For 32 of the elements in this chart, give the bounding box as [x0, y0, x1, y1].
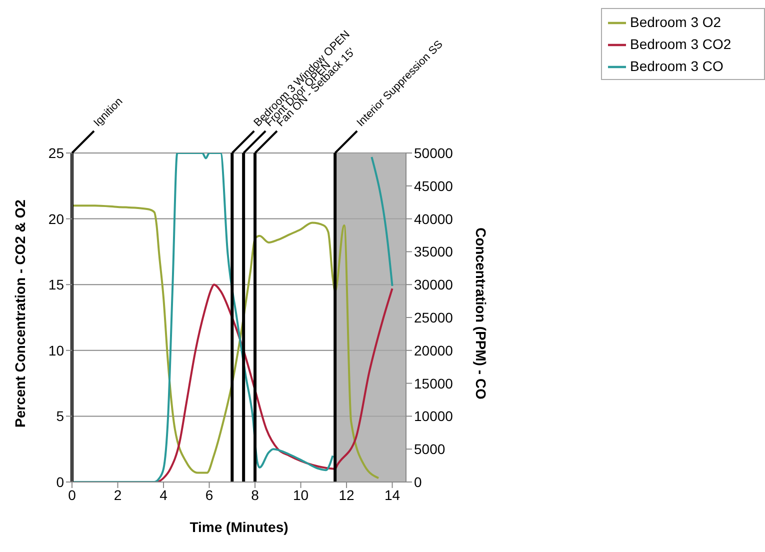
- legend-label: Bedroom 3 CO: [630, 58, 724, 74]
- y-tick-label: 5: [56, 408, 64, 424]
- y2-tick-label: 15000: [414, 375, 454, 392]
- x-tick-label: 0: [68, 486, 76, 503]
- x-tick-label: 10: [292, 486, 309, 503]
- x-tick-label: 12: [338, 486, 355, 503]
- y2-tick-label: 5000: [414, 441, 446, 458]
- y-tick-label: 15: [48, 276, 64, 293]
- x-tick-label: 4: [160, 486, 168, 503]
- y-tick-label: 20: [48, 210, 64, 227]
- x-tick-label: 8: [251, 486, 260, 503]
- y-tick-label: 25: [48, 144, 64, 161]
- y2-tick-label: 0: [414, 474, 422, 490]
- legend-label: Bedroom 3 CO2: [630, 36, 732, 52]
- y2-tick-label: 40000: [414, 210, 454, 227]
- y2-tick-label: 25000: [414, 309, 454, 326]
- line-series: [72, 204, 380, 480]
- x-tick-label: 6: [205, 486, 214, 503]
- y-tick-label: 10: [48, 342, 64, 358]
- y2-tick-label: 10000: [414, 408, 454, 424]
- y2-tick-label: 35000: [414, 244, 454, 260]
- x-axis-title: Time (Minutes): [190, 519, 288, 535]
- y-axis-title: Percent Concentration - CO2 & O2: [12, 199, 28, 428]
- y-tick-label: 0: [56, 474, 64, 490]
- y2-tick-label: 50000: [414, 144, 454, 161]
- x-tick-label: 14: [384, 486, 400, 503]
- y2-tick-label: 20000: [414, 342, 454, 358]
- y2-tick-label: 30000: [414, 276, 454, 293]
- y2-axis-title: Concentration (PPM) - CO: [473, 228, 490, 400]
- x-tick-label: 2: [114, 486, 122, 503]
- legend-label: Bedroom 3 O2: [630, 14, 722, 30]
- y2-tick-label: 45000: [414, 178, 454, 194]
